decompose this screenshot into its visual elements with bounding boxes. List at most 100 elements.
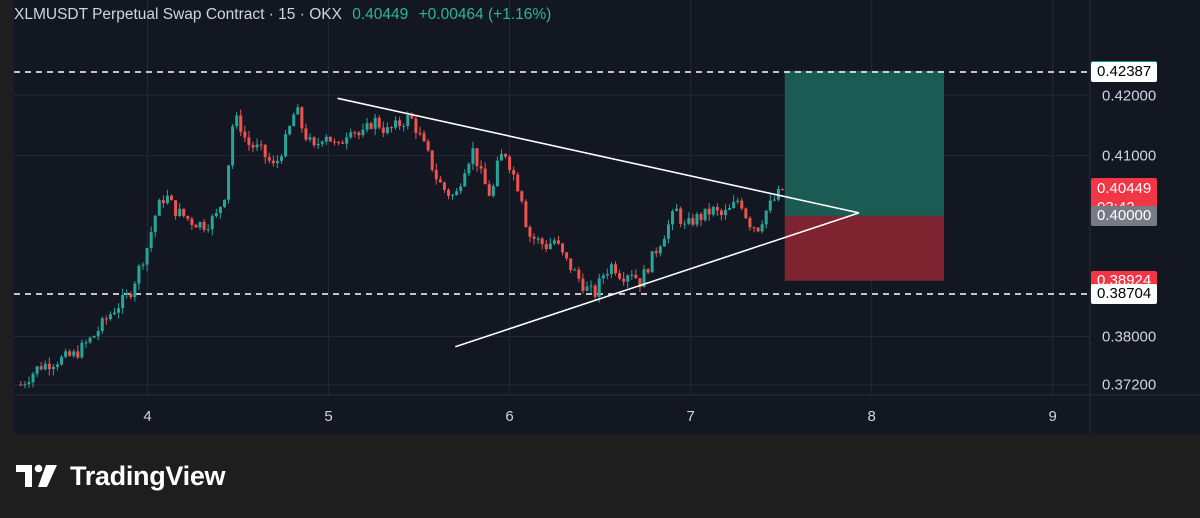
candle-body [569,258,573,271]
candle-body [133,283,137,297]
candle-body [84,342,88,344]
candle-body [573,269,577,271]
candle-body [483,168,487,185]
candle-body [316,143,320,146]
candle-body [613,264,617,274]
triangle-trendline [455,212,860,348]
candle-body [675,208,679,212]
candle-body [210,216,214,230]
candle-body [288,126,292,135]
candle-body [695,214,699,225]
candle-body [736,200,740,202]
candle-body [227,165,231,200]
target-zone [784,70,945,216]
entry-price-tag: 0.40000 [1091,205,1158,226]
chart-panel[interactable]: 4 5 6 7 8 9 0.42000 0.41000 0.38000 0.37200 [14,0,1200,434]
candle-body [259,144,263,146]
candle-body [263,144,267,158]
candle-body [418,132,422,134]
y-tick-label: 0.37200 [1102,377,1156,394]
candle-body [108,314,112,320]
candle-body [275,160,279,164]
candle-body [68,351,72,356]
candle-body [781,188,785,190]
candle-body [768,200,772,211]
candle-body [365,123,369,130]
candle-body [149,232,153,249]
candle-body [104,318,108,320]
candle-body [438,179,442,183]
candle-body [650,251,654,273]
candle-body [475,148,479,167]
candle-body [174,200,178,217]
candle-body [520,191,524,202]
stop-zone [784,215,945,281]
candle-body [679,208,683,224]
candle-body [381,127,385,133]
candle-body [691,218,695,225]
candle-body [740,200,744,209]
candle-body [662,238,666,247]
candle-body [100,318,104,332]
candle-body [467,164,471,174]
candle-body [442,182,446,190]
candle-body [528,227,532,237]
price-chart[interactable]: 4 5 6 7 8 9 0.42000 0.41000 0.38000 0.37200 [14,0,1200,434]
candle-body [284,134,288,157]
candle-body [243,131,247,138]
candle-body [279,156,283,161]
candle-body [744,208,748,219]
candle-body [434,169,438,180]
candle-body [161,200,165,204]
candle-body [499,153,503,161]
candle-body [410,114,414,119]
candle-body [565,252,569,259]
candle-body [385,127,389,133]
candle-body [451,195,455,197]
candle-body [532,236,536,239]
candle-body [320,141,324,144]
price-change: +0.00464 (+1.16%) [418,6,552,23]
candle-body [271,160,275,164]
candle-body [312,137,316,146]
candle-body [581,278,585,291]
candle-body [178,208,182,217]
candle-body [31,373,35,383]
candle-body [300,107,304,129]
candle-body [577,269,581,279]
y-tick-label: 0.41000 [1102,148,1156,165]
candle-body [561,243,565,253]
tradingview-branding: TradingView [16,458,226,494]
candle-body [609,264,613,274]
candle-body [194,224,198,228]
candle-body [153,215,157,233]
x-tick-label: 5 [324,408,332,425]
candle-body [422,133,426,142]
candle-body [764,210,768,225]
candle-body [377,117,381,128]
candle-body [247,137,251,145]
candle-body [394,120,398,128]
candle-body [190,218,194,225]
candle-body [455,191,459,196]
candle-body [182,208,186,216]
candle-body [341,142,345,144]
candle-body [671,211,675,225]
candle-body [369,123,373,129]
candle-body [398,120,402,127]
candle-body [512,169,516,175]
candle-body [357,132,361,136]
candle-body [459,186,463,192]
candle-body [235,115,239,127]
candle-body [137,265,141,284]
candle-body [544,244,548,249]
candle-body [206,229,210,231]
candle-body [732,201,736,209]
price-tag-value: 0.40449 [1097,179,1152,197]
candle-body [748,218,752,228]
candle-body [491,186,495,196]
candle-body [516,174,520,192]
x-tick-label: 8 [867,408,875,425]
candle-body [715,207,719,211]
candle-body [479,166,483,169]
